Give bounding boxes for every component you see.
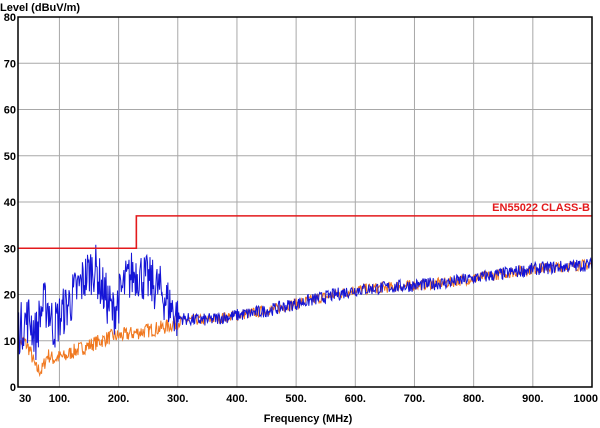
x-tick-label-6: 600. <box>345 393 366 405</box>
y-tick-label-8: 80 <box>4 12 16 24</box>
x-tick-label-1: 100. <box>49 393 70 405</box>
plot-frame <box>17 16 593 388</box>
x-tick-label-10: 1000 <box>574 393 598 405</box>
x-tick-label-2: 200. <box>108 393 129 405</box>
y-tick-label-5: 50 <box>4 151 16 163</box>
x-tick-label-7: 700. <box>404 393 425 405</box>
y-tick-label-0: 0 <box>10 382 16 394</box>
traces <box>17 244 593 378</box>
x-tick-labels: 30 100. 200. 300. 400. 500. 600. 700. 800. 900. 10… <box>19 393 598 405</box>
y-axis-title: Level (dBuV/m) <box>0 2 80 14</box>
y-tick-label-2: 20 <box>4 290 16 302</box>
limit-line-path <box>18 215 592 250</box>
series-line-orange <box>17 258 593 378</box>
x-tick-label-4: 400. <box>226 393 247 405</box>
limit-line-label: EN55022 CLASS-B <box>492 202 590 214</box>
x-tick-label-5: 500. <box>285 393 306 405</box>
y-tick-label-7: 70 <box>4 58 16 70</box>
y-tick-labels: 0 10 20 30 40 50 60 70 80 <box>4 12 16 394</box>
y-tick-label-3: 30 <box>4 243 16 255</box>
x-tick-label-3: 300. <box>167 393 188 405</box>
x-axis-title: Frequency (MHz) <box>264 413 353 425</box>
y-tick-label-1: 10 <box>4 336 16 348</box>
y-tick-label-4: 40 <box>4 197 16 209</box>
limit-line <box>18 215 592 250</box>
series-line-blue <box>17 244 593 361</box>
x-tick-label-0: 30 <box>19 393 31 405</box>
x-tick-label-9: 900. <box>522 393 543 405</box>
y-tick-label-6: 60 <box>4 105 16 117</box>
x-tick-label-8: 800. <box>463 393 484 405</box>
